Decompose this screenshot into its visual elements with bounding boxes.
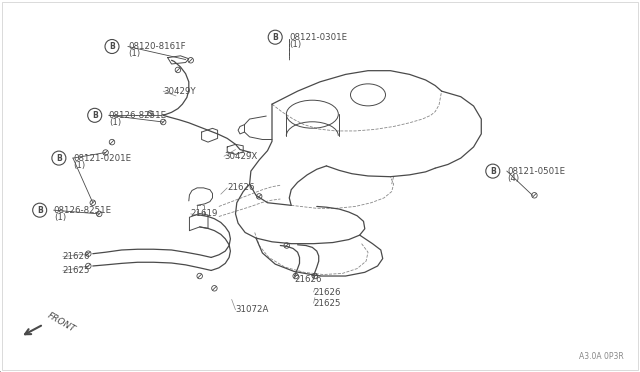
- Text: B: B: [273, 33, 278, 42]
- Text: 30429Y: 30429Y: [163, 87, 196, 96]
- Text: B: B: [92, 111, 97, 120]
- Text: FRONT: FRONT: [46, 311, 77, 334]
- Text: 21625: 21625: [314, 299, 341, 308]
- Text: B: B: [37, 206, 42, 215]
- Text: (1): (1): [109, 118, 121, 127]
- Text: 08121-0501E: 08121-0501E: [507, 167, 565, 176]
- Text: 08120-8161F: 08120-8161F: [128, 42, 186, 51]
- Text: B: B: [490, 167, 495, 176]
- Text: B: B: [56, 154, 61, 163]
- Text: 21626: 21626: [63, 252, 90, 261]
- Text: 21626: 21626: [314, 288, 341, 296]
- Text: (1): (1): [73, 161, 85, 170]
- Text: (1): (1): [289, 40, 301, 49]
- Text: 31072A: 31072A: [236, 305, 269, 314]
- Text: 21626: 21626: [227, 183, 255, 192]
- Text: (4): (4): [507, 174, 519, 183]
- Text: 08126-8251E: 08126-8251E: [109, 111, 167, 120]
- Text: (1): (1): [128, 49, 140, 58]
- Text: 08121-0201E: 08121-0201E: [73, 154, 131, 163]
- Text: 21626: 21626: [294, 275, 322, 283]
- Text: 08121-0301E: 08121-0301E: [289, 33, 348, 42]
- Text: 21619: 21619: [191, 209, 218, 218]
- Text: 08126-8251E: 08126-8251E: [54, 206, 112, 215]
- Text: A3.0A 0P3R: A3.0A 0P3R: [579, 352, 624, 361]
- Text: (1): (1): [54, 213, 66, 222]
- Text: 30429X: 30429X: [224, 152, 257, 161]
- Text: 21625: 21625: [63, 266, 90, 275]
- Text: B: B: [109, 42, 115, 51]
